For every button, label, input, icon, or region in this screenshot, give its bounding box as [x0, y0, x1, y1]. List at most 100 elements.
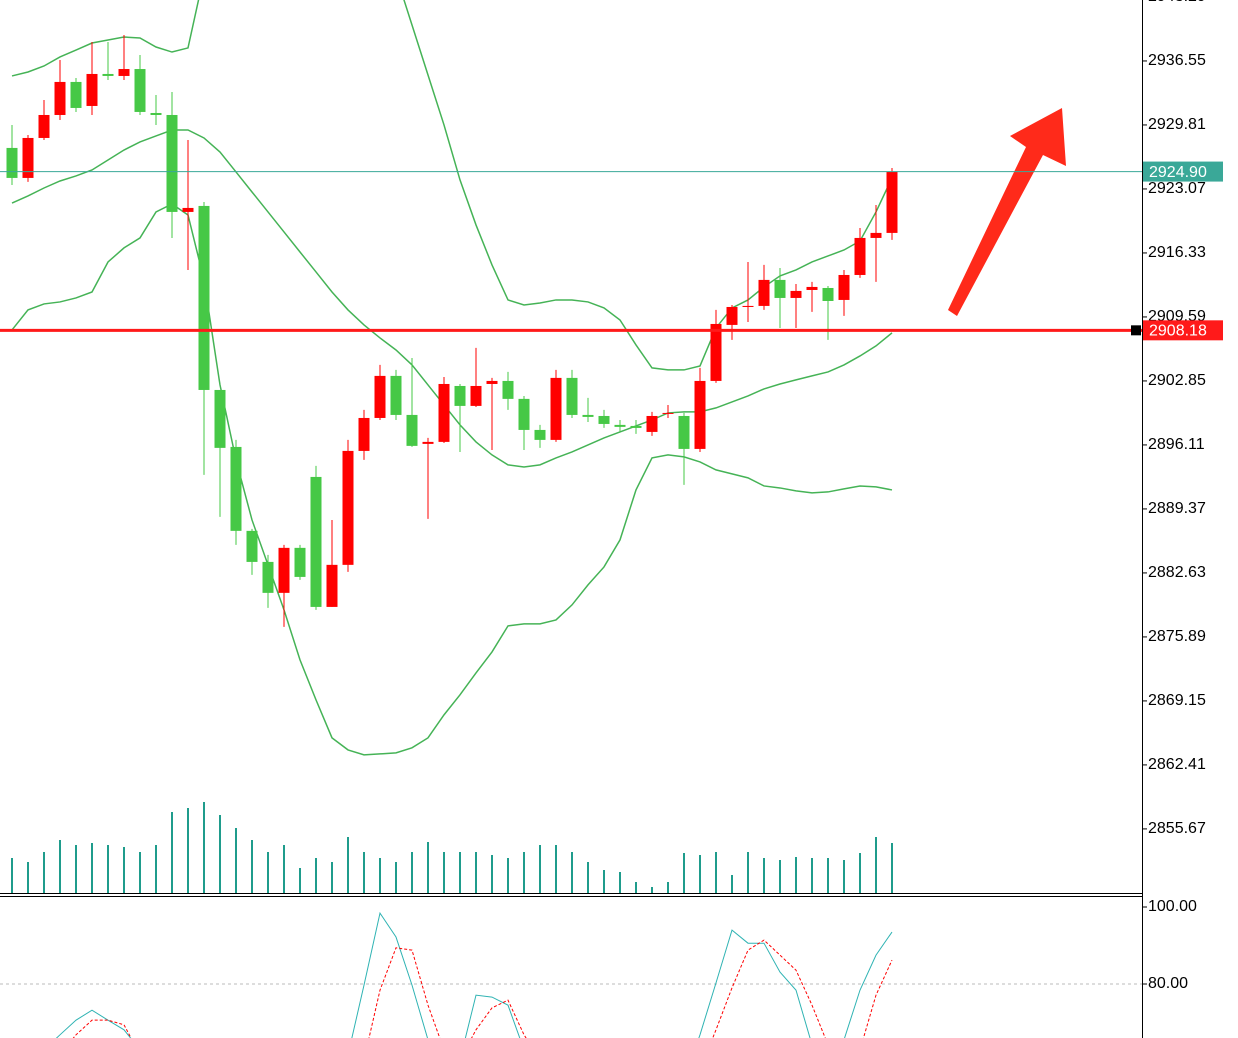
- bollinger-band: [403, 0, 893, 371]
- candle-body: [502, 380, 514, 399]
- candle-body: [134, 69, 146, 112]
- y-tick-label: 2869.15: [1148, 692, 1206, 709]
- volume-bar: [363, 852, 365, 893]
- volume-bar: [539, 845, 541, 893]
- volume-bar: [155, 845, 157, 893]
- volume-bar: [667, 882, 669, 893]
- volume-bar: [731, 875, 733, 893]
- candle-body: [230, 446, 242, 531]
- candle-body: [694, 380, 706, 449]
- candle-body: [742, 305, 754, 307]
- candle-body: [294, 547, 306, 577]
- panel: [0, 911, 1142, 1038]
- y-tick-label: 100.00: [1148, 898, 1197, 915]
- candle-body: [198, 205, 210, 390]
- volume-bar: [267, 852, 269, 893]
- volume-bar: [875, 837, 877, 893]
- volume-bar: [187, 808, 189, 893]
- volume-bar: [91, 843, 93, 893]
- candle-body: [614, 424, 626, 427]
- candle-body: [86, 73, 98, 106]
- volume-bar: [139, 852, 141, 893]
- candle-body: [166, 114, 178, 212]
- candle-body: [438, 383, 450, 442]
- volume-bar: [763, 858, 765, 893]
- volume-bar: [779, 860, 781, 893]
- volume-bar: [683, 853, 685, 893]
- y-tick-label: 80.00: [1148, 975, 1188, 992]
- candle-body: [118, 69, 130, 76]
- volume-bar: [619, 872, 621, 893]
- last-price-box: [1143, 161, 1223, 182]
- volume-bar: [555, 845, 557, 893]
- y-tick-label: 2889.37: [1148, 500, 1206, 517]
- oscillator-line: [55, 1009, 132, 1038]
- candle-body: [838, 274, 850, 300]
- oscillator-line: [351, 911, 521, 1038]
- candle-body: [582, 414, 594, 417]
- volume-bar: [75, 845, 77, 893]
- bollinger-band: [11, 0, 200, 77]
- volume-bar: [59, 840, 61, 893]
- candle-body: [486, 380, 498, 384]
- candle-body: [214, 389, 226, 448]
- panel: [0, 0, 1142, 893]
- volume-bar: [843, 860, 845, 893]
- candle-body: [246, 530, 258, 562]
- volume-bar: [43, 852, 45, 893]
- volume-bar: [795, 857, 797, 893]
- last-price-label: 2924.90: [1149, 164, 1207, 181]
- candle-body: [262, 561, 274, 593]
- volume-bar: [491, 855, 493, 893]
- volume-bar: [635, 882, 637, 893]
- level-box: [1143, 320, 1223, 341]
- volume-bar: [443, 852, 445, 893]
- level-handle: [1131, 325, 1141, 336]
- candle-body: [790, 290, 802, 298]
- volume-bar: [283, 845, 285, 893]
- volume-bar: [235, 828, 237, 893]
- volume-bar: [651, 887, 653, 893]
- volume-bar: [747, 852, 749, 893]
- candle-body: [278, 547, 290, 593]
- volume-bar: [107, 845, 109, 893]
- candle-body: [6, 147, 18, 178]
- candle-body: [70, 81, 82, 108]
- candle-body: [726, 306, 738, 325]
- volume-bar: [347, 837, 349, 893]
- candle-body: [806, 286, 818, 290]
- volume-bar: [203, 802, 205, 893]
- volume-bar: [891, 843, 893, 893]
- volume-bar: [523, 852, 525, 893]
- candle-body: [886, 171, 898, 233]
- oscillator-line: [712, 939, 893, 1038]
- y-tick-label: 2855.67: [1148, 820, 1206, 837]
- candle-body: [534, 429, 546, 440]
- volume-bar: [587, 862, 589, 893]
- candle-body: [598, 415, 610, 424]
- candle-body: [374, 375, 386, 418]
- bollinger-band: [11, 203, 893, 756]
- y-tick-label: 2929.81: [1148, 116, 1206, 133]
- y-tick-label: 2902.85: [1148, 372, 1206, 389]
- candle-body: [758, 279, 770, 306]
- candle-body: [646, 415, 658, 432]
- volume-bar: [411, 852, 413, 893]
- oscillator-line: [368, 947, 527, 1038]
- volume-bar: [315, 858, 317, 893]
- y-tick-label: 2896.11: [1148, 436, 1205, 453]
- candle-body: [38, 114, 50, 138]
- candle-body: [102, 73, 114, 76]
- y-tick-label: 2875.89: [1148, 628, 1206, 645]
- volume-bar: [427, 842, 429, 893]
- candle-body: [358, 417, 370, 451]
- level-label: 2908.18: [1149, 323, 1207, 340]
- candle-body: [774, 279, 786, 298]
- volume-bar: [11, 858, 13, 893]
- y-tick-label: 2923.07: [1148, 180, 1206, 197]
- volume-bar: [699, 855, 701, 893]
- candle-body: [566, 377, 578, 415]
- candle-body: [854, 237, 866, 275]
- oscillator-line: [698, 929, 893, 1038]
